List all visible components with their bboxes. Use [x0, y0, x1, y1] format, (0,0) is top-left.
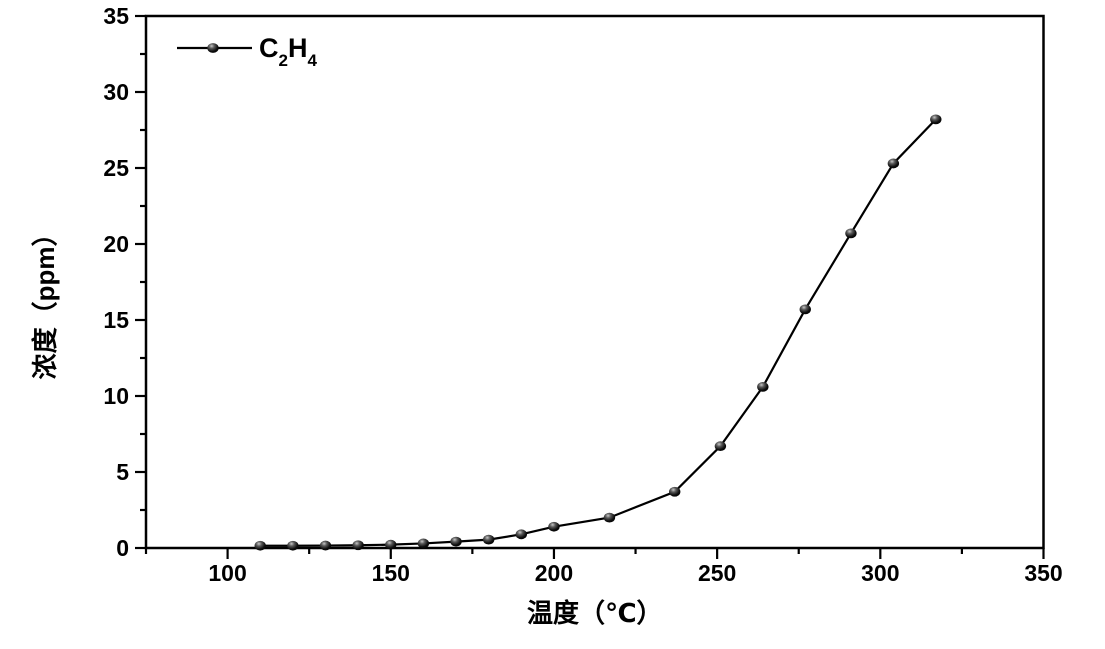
y-axis-title: 浓度（ppm） — [30, 221, 60, 380]
x-axis-tick-label: 200 — [535, 560, 573, 586]
legend-label: C2H4 — [259, 33, 317, 70]
data-point-marker — [417, 538, 430, 549]
y-axis-tick-label: 35 — [103, 3, 129, 29]
data-point-marker — [845, 228, 857, 239]
data-point-marker — [603, 512, 616, 523]
y-axis-tick-label: 20 — [103, 231, 129, 257]
data-point-marker — [887, 158, 900, 169]
plot-border — [144, 14, 1045, 550]
y-axis-tick-label: 30 — [103, 79, 129, 105]
data-point-marker — [548, 521, 560, 532]
x-axis-tick-label: 350 — [1024, 560, 1062, 586]
data-point-marker — [669, 486, 681, 497]
data-point-marker — [714, 441, 727, 452]
series-line — [260, 118, 937, 547]
x-axis-tick-label: 300 — [861, 560, 899, 586]
y-axis-tick-label: 25 — [103, 155, 129, 181]
legend-marker — [207, 43, 219, 53]
y-axis-tick-label: 5 — [116, 459, 129, 485]
x-axis-title: 温度（℃） — [527, 598, 663, 628]
data-point-marker — [482, 534, 495, 545]
x-axis-tick-label: 100 — [208, 560, 246, 586]
data-point-marker — [287, 540, 299, 551]
data-point-marker — [319, 540, 332, 551]
data-point-marker — [930, 114, 942, 125]
y-axis-tick-label: 10 — [103, 383, 129, 409]
data-point-marker — [385, 539, 397, 550]
y-axis-tick-label: 15 — [103, 307, 129, 333]
data-point-marker — [799, 304, 811, 315]
data-point-marker — [515, 529, 528, 540]
x-axis-tick-label: 150 — [372, 560, 410, 586]
data-point-marker — [254, 540, 266, 551]
data-point-marker — [450, 536, 462, 547]
data-point-marker — [757, 381, 769, 392]
data-point-marker — [352, 540, 364, 551]
y-axis-tick-label: 0 — [116, 535, 129, 561]
x-axis-tick-label: 250 — [698, 560, 736, 586]
legend: C2H4 — [177, 33, 317, 70]
